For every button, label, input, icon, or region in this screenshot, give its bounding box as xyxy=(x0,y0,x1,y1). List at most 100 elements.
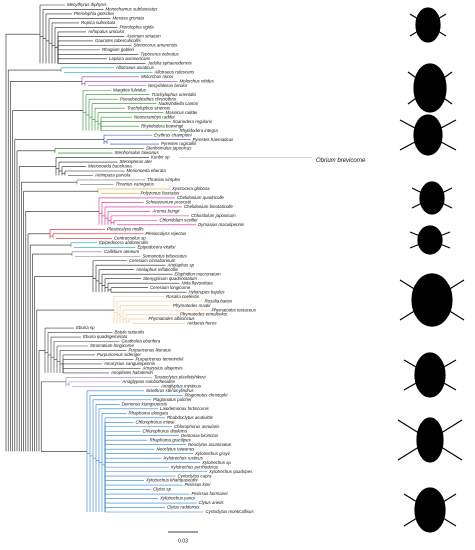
taxon-label: Typocerus zebratus xyxy=(141,52,180,57)
taxon-label: Cyrtoclytus capra xyxy=(178,473,212,478)
taxon-label: Xylotrechus yanoi xyxy=(159,496,196,501)
taxon-label: Aridaeus heros xyxy=(186,321,217,326)
taxon-label: Necydalosus bicolor xyxy=(148,83,188,88)
taxon-label: Anelaphus sp xyxy=(167,262,195,267)
taxon-label: Xystrocera globosa xyxy=(171,186,210,191)
taxon-label: Margites fulvidus xyxy=(113,87,147,92)
taxon-label: Laiodemonax fortiscornis xyxy=(160,406,210,411)
taxon-label: Amarysius altajensis xyxy=(142,366,184,371)
beetle xyxy=(399,273,465,327)
taxon-label: Schwarzerium provostii xyxy=(146,200,192,205)
taxon-label: Eburia sp xyxy=(76,325,95,330)
taxon-label: Epipedocera vitalisi xyxy=(138,244,177,249)
taxon-label: Clytus raddensis xyxy=(167,505,200,510)
taxon-label: Stenopterus ater xyxy=(120,159,153,164)
taxon-label: Chlorophorus annularis xyxy=(174,424,220,429)
taxon-label: Xylotrechus quadripes xyxy=(208,469,253,474)
taxon-label: Teratoclytus plavilstshikovi xyxy=(154,375,207,380)
taxon-label: Chelidonium quadricolle xyxy=(177,195,224,200)
taxon-label: Purpuricenus lituratus xyxy=(129,348,172,353)
taxon-label: Stenhomalus taiwanus xyxy=(115,150,160,155)
taxon-label: Pterolophia rigida xyxy=(120,25,155,30)
beetle xyxy=(403,487,457,533)
taxon-label: Xylotrechus rusticus xyxy=(163,455,204,460)
taxon-label: Rosalia batesi xyxy=(205,298,234,303)
taxon-label: Gaurotes tuberculicollis xyxy=(95,38,141,43)
taxon-label: Perissus kimi xyxy=(185,482,212,487)
taxon-label: Polyzonus fasciatus xyxy=(141,191,181,196)
taxon-label: Plagionotus pulcher xyxy=(153,397,192,402)
taxon-label: Anaglyptus mysticus xyxy=(160,384,202,389)
taxon-label: Xylotrechus grayii xyxy=(194,451,231,456)
taxon-label: Aromia bungii xyxy=(152,209,181,214)
taxon-label: Chelidonium binotaticolle xyxy=(184,204,233,209)
taxon-label: Perissus fairmairei xyxy=(192,491,229,496)
beetle xyxy=(409,225,451,255)
taxon-label: Nadezhdiella cantori xyxy=(159,101,200,106)
taxon-label: Trachylophus orientalis xyxy=(152,92,198,97)
taxon-label: Molorchus nitidus xyxy=(180,78,215,83)
taxon-label: Ceresium longicorne xyxy=(150,285,191,290)
taxon-label: Molorchus minor xyxy=(141,74,174,79)
taxon-label: Kunbir sp xyxy=(151,155,170,160)
beetle xyxy=(397,417,463,463)
taxon-label: Merionoeda baoshana xyxy=(88,164,132,169)
taxon-label: Gnatholea eburifera xyxy=(122,339,161,344)
taxon-label: Rhaphuma gracilipes xyxy=(150,437,192,442)
taxon-label: Rhabdoclytus acutivittis xyxy=(167,415,214,420)
taxon-label: Phymatodes ermolenkoi xyxy=(180,312,228,317)
taxon-label: Stromatium longicorne xyxy=(90,343,134,348)
taxon-label: Phymatodes albicinctus xyxy=(149,316,196,321)
side-label: Obrium brevicorne xyxy=(316,158,366,164)
taxon-label: Thranius simplex xyxy=(147,177,181,182)
taxon-label: Anaglyptus colobotheoides xyxy=(122,379,176,384)
taxon-label: Demonax kiangsuensis xyxy=(122,401,168,406)
taxon-label: Rhagium gebleri xyxy=(102,47,135,52)
taxon-label: Semanotus bifasciatus xyxy=(143,253,188,258)
taxon-label: Thranius variegatus xyxy=(116,182,155,187)
taxon-label: Elaphidion mucronatum xyxy=(175,271,221,276)
taxon-label: Pterolophia gotschei xyxy=(74,11,115,16)
beetle xyxy=(403,352,457,398)
taxon-label: Rhaphuma elongata xyxy=(129,410,169,415)
taxon-label: Phymatodes maaki xyxy=(173,303,211,308)
taxon-label: Merionoeda eburata xyxy=(127,168,167,173)
taxon-label: Stenygrinum quadrinotatum xyxy=(143,276,197,281)
taxon-label: Pyrestes rugicollis xyxy=(161,141,197,146)
beetle-silhouettes xyxy=(397,7,465,533)
taxon-label: Xylotrechus pyrrhoderus xyxy=(170,464,219,469)
taxon-label: Judolia sphaerodermis xyxy=(147,60,193,65)
taxon-label: Chloridolum japonicum xyxy=(191,213,236,218)
taxon-label: Amarysius sanguinipennis xyxy=(103,361,156,366)
taxon-label: Xylotrechus khampaseuthi xyxy=(145,478,199,483)
taxon-label: Centrocoelus sp xyxy=(114,235,146,240)
taxon-label: Trachylophus sinensis xyxy=(127,105,171,110)
taxon-label: Plesiocalyss mollis xyxy=(107,226,144,231)
taxon-label: Ropica subnotata xyxy=(81,20,116,25)
taxon-label: Pseudoeolesthes chrysothrix xyxy=(120,96,177,101)
taxon-label: Chloridolum sevillei xyxy=(160,218,199,223)
taxon-label: Rhytidodera bowringii xyxy=(141,123,184,128)
taxon-label: Mesosa gronata xyxy=(113,16,145,21)
taxon-label: Dymasius maculipennis xyxy=(198,222,245,227)
taxon-label: Erythrus championi xyxy=(154,132,193,137)
taxon-label: Stenocorus amurensis xyxy=(134,43,178,48)
taxon-label: Arhopalus unicolor xyxy=(87,29,125,34)
taxon-label: Chlorophorus diadema xyxy=(143,428,188,433)
taxon-label: Callidium aeneum xyxy=(104,249,139,254)
taxon-label: Demonax bicinctus xyxy=(181,433,219,438)
taxon-label: Pyrestes haematicus xyxy=(193,137,235,142)
beetle xyxy=(409,7,447,43)
taxon-label: Allotraeus rufescens xyxy=(154,69,196,74)
taxon-label: Clytus sp xyxy=(153,487,172,492)
taxon-label: Neocerambyx raddei xyxy=(134,114,176,119)
taxon-label: Anelaphus inflaticollis xyxy=(135,267,179,272)
taxon-label: Massicus raddei xyxy=(166,110,199,115)
beetle xyxy=(411,181,453,215)
taxon-label: Plesiocalyss rejectus xyxy=(146,231,188,236)
taxon-label: Asemum striatum xyxy=(126,34,161,39)
taxon-label: Purpuricenus sideriger xyxy=(97,352,141,357)
taxon-label: Xoanodera regularis xyxy=(172,119,213,124)
scale-label: 0.03 xyxy=(178,538,188,544)
